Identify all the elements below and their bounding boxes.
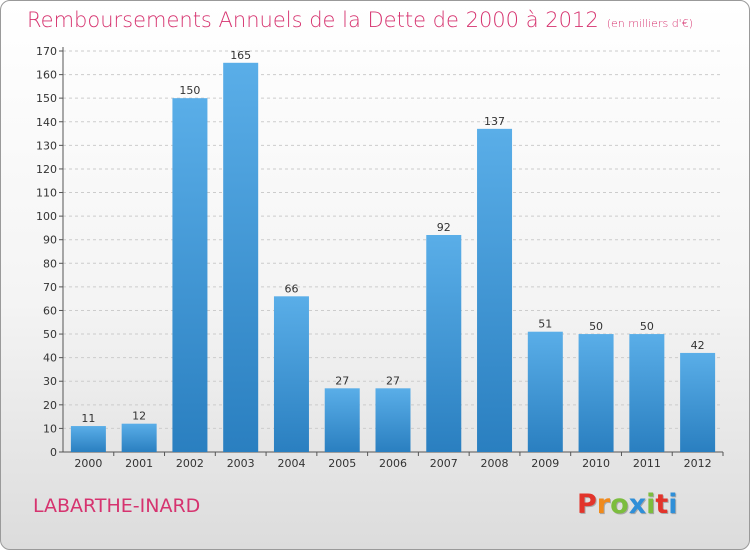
y-tick-label: 140 — [36, 116, 57, 129]
y-tick-label: 30 — [43, 375, 57, 388]
logo-letter: i — [646, 489, 656, 520]
y-tick-label: 10 — [43, 422, 57, 435]
value-label: 42 — [691, 339, 705, 352]
chart-title: Remboursements Annuels de la Dette de 20… — [27, 8, 693, 32]
proxiti-logo: Proxiti — [577, 489, 678, 520]
bar — [527, 331, 563, 452]
chart-title-text: Remboursements Annuels de la Dette de 20… — [27, 8, 599, 32]
x-tick-label: 2007 — [430, 457, 458, 470]
bar — [629, 334, 665, 452]
value-label: 92 — [437, 221, 451, 234]
labels: 0 10 20 30 40 50 60 70 80 90 100 110 120 130 140 150 160… — [36, 45, 712, 470]
bar — [70, 426, 106, 452]
y-tick-label: 120 — [36, 163, 57, 176]
x-tick-label: 2005 — [328, 457, 356, 470]
y-tick-label: 60 — [43, 304, 57, 317]
value-label: 50 — [589, 320, 603, 333]
bar — [426, 234, 462, 452]
value-label: 11 — [81, 412, 95, 425]
bar — [477, 128, 513, 452]
y-tick-label: 40 — [43, 352, 57, 365]
x-tick-label: 2006 — [379, 457, 407, 470]
y-tick-label: 110 — [36, 187, 57, 200]
y-tick-label: 70 — [43, 281, 57, 294]
logo-letter: P — [577, 489, 597, 520]
value-label: 66 — [284, 282, 298, 295]
bar — [324, 388, 360, 452]
value-label: 27 — [386, 374, 400, 387]
chart-subtitle: (en milliers d'€) — [606, 17, 693, 30]
y-tick-label: 150 — [36, 92, 57, 105]
bar — [172, 98, 208, 453]
value-label: 50 — [640, 320, 654, 333]
value-label: 12 — [132, 410, 146, 423]
bar — [680, 352, 716, 452]
y-tick-label: 0 — [50, 446, 57, 459]
x-tick-label: 2001 — [125, 457, 153, 470]
value-label: 165 — [230, 49, 251, 62]
logo-letter: x — [628, 489, 647, 520]
logo-letter: t — [655, 489, 669, 520]
bar — [273, 296, 309, 452]
x-tick-label: 2008 — [481, 457, 509, 470]
x-tick-label: 2004 — [277, 457, 305, 470]
x-tick-label: 2011 — [633, 457, 661, 470]
value-label: 51 — [538, 318, 552, 331]
y-tick-label: 170 — [36, 45, 57, 58]
x-tick-label: 2003 — [227, 457, 255, 470]
x-tick-label: 2009 — [531, 457, 559, 470]
logo-letter: i — [668, 489, 678, 520]
value-label: 27 — [335, 374, 349, 387]
y-tick-label: 20 — [43, 399, 57, 412]
logo-letter: o — [610, 489, 629, 520]
x-tick-label: 2000 — [74, 457, 102, 470]
y-tick-label: 80 — [43, 257, 57, 270]
y-tick-label: 130 — [36, 139, 57, 152]
bars — [70, 62, 716, 453]
bar — [578, 334, 614, 452]
x-tick-label: 2010 — [582, 457, 610, 470]
y-tick-label: 90 — [43, 234, 57, 247]
value-label: 137 — [484, 115, 505, 128]
value-label: 150 — [179, 84, 200, 97]
bar — [375, 388, 411, 452]
logo-letter: r — [596, 489, 611, 520]
bar — [121, 423, 157, 452]
bar — [223, 62, 259, 452]
x-tick-label: 2012 — [684, 457, 712, 470]
y-tick-label: 160 — [36, 69, 57, 82]
y-tick-label: 50 — [43, 328, 57, 341]
x-tick-label: 2002 — [176, 457, 204, 470]
commune-name: LABARTHE-INARD — [33, 495, 201, 517]
y-tick-label: 100 — [36, 210, 57, 223]
